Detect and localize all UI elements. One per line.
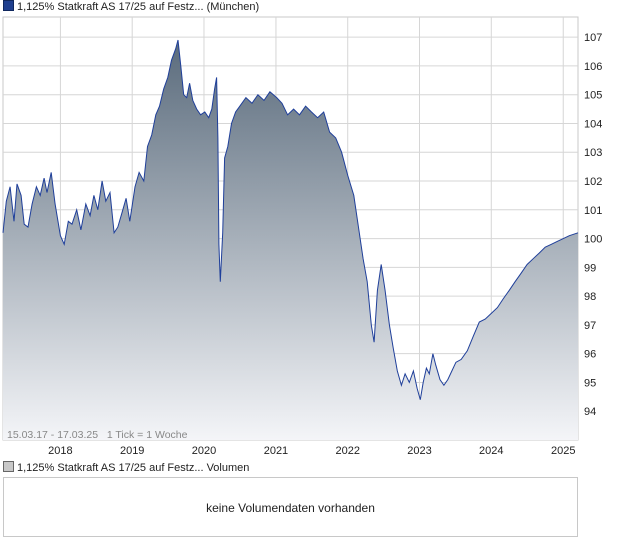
x-tick-label: 2020 [192, 445, 216, 457]
price-area [3, 40, 578, 440]
y-tick-label: 102 [584, 176, 602, 188]
volume-empty-note: keine Volumendaten vorhanden [206, 501, 375, 515]
price-legend-name: 1,125% Statkraft AS 17/25 auf Festz... [17, 1, 204, 13]
price-legend-exchange: (München) [206, 1, 260, 13]
y-tick-label: 94 [584, 406, 596, 418]
x-tick-label: 2019 [120, 445, 144, 457]
y-tick-label: 107 [584, 32, 602, 44]
x-tick-label: 2018 [48, 445, 72, 457]
volume-legend-name: 1,125% Statkraft AS 17/25 auf Festz... [17, 462, 204, 474]
price-legend-swatch [3, 0, 14, 11]
x-axis: 2018 2019 2020 2021 2022 2023 2024 2025 [48, 445, 575, 457]
volume-panel: keine Volumendaten vorhanden [3, 477, 578, 537]
period-note: 15.03.17 - 17.03.25 1 Tick = 1 Woche [7, 429, 188, 441]
y-tick-label: 96 [584, 349, 596, 361]
y-tick-label: 104 [584, 118, 602, 130]
x-tick-label: 2025 [551, 445, 575, 457]
y-tick-label: 101 [584, 205, 602, 217]
x-tick-label: 2022 [335, 445, 359, 457]
y-tick-label: 95 [584, 377, 596, 389]
y-tick-label: 99 [584, 262, 596, 274]
y-tick-label: 106 [584, 61, 602, 73]
y-tick-label: 98 [584, 291, 596, 303]
volume-legend: 1,125% Statkraft AS 17/25 auf Festz... V… [3, 461, 249, 475]
price-chart: 94 95 96 97 98 99 100 101 102 103 104 105 106 107 201… [2, 16, 602, 457]
y-tick-label: 105 [584, 90, 602, 102]
volume-legend-metric: Volumen [206, 462, 250, 474]
y-axis: 94 95 96 97 98 99 100 101 102 103 104 105 106 107 [584, 32, 602, 418]
x-tick-label: 2021 [264, 445, 288, 457]
x-tick-label: 2023 [407, 445, 431, 457]
y-tick-label: 100 [584, 234, 602, 246]
volume-legend-swatch [3, 461, 14, 472]
y-tick-label: 103 [584, 147, 602, 159]
y-tick-label: 97 [584, 320, 596, 332]
x-tick-label: 2024 [479, 445, 503, 457]
price-legend: 1,125% Statkraft AS 17/25 auf Festz... (… [3, 0, 259, 14]
price-line [2, 39, 579, 400]
